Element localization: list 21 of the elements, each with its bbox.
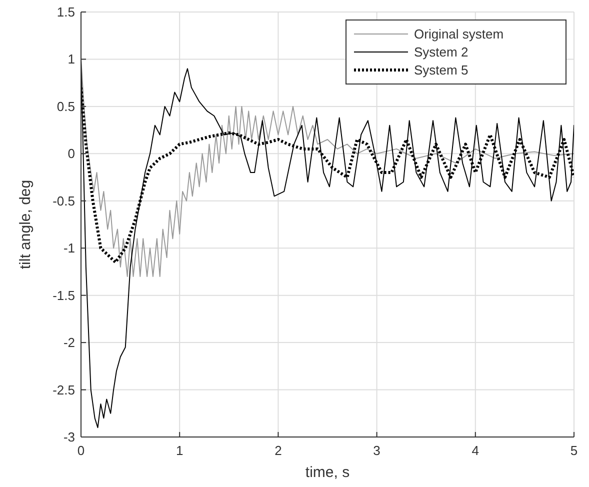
- y-tick-label: 0.5: [56, 98, 75, 114]
- x-tick-label: 2: [274, 443, 282, 458]
- y-tick-label: -3: [63, 430, 75, 444]
- x-tick-label: 1: [176, 443, 184, 458]
- legend-label: System 2: [414, 44, 468, 60]
- y-tick-label: -2: [63, 335, 75, 350]
- x-tick-label: 3: [373, 443, 380, 458]
- x-tick-label: 0: [77, 443, 85, 458]
- x-axis-title: time, s: [305, 464, 350, 481]
- x-tick-label: 4: [472, 443, 480, 458]
- legend-label: Original system: [414, 26, 504, 42]
- y-tick-label: 1: [68, 52, 75, 67]
- legend-label: System 5: [414, 62, 468, 78]
- x-tick-label: 5: [570, 443, 578, 458]
- y-tick-label: -1.5: [52, 288, 75, 303]
- y-tick-label: -0.5: [52, 193, 75, 208]
- y-tick-label: 0: [68, 146, 75, 162]
- y-tick-label: -1: [63, 240, 75, 256]
- y-tick-label: 1.5: [56, 4, 75, 20]
- y-tick-label: -2.5: [52, 382, 75, 398]
- y-axis-title: tilt angle, deg: [17, 180, 34, 270]
